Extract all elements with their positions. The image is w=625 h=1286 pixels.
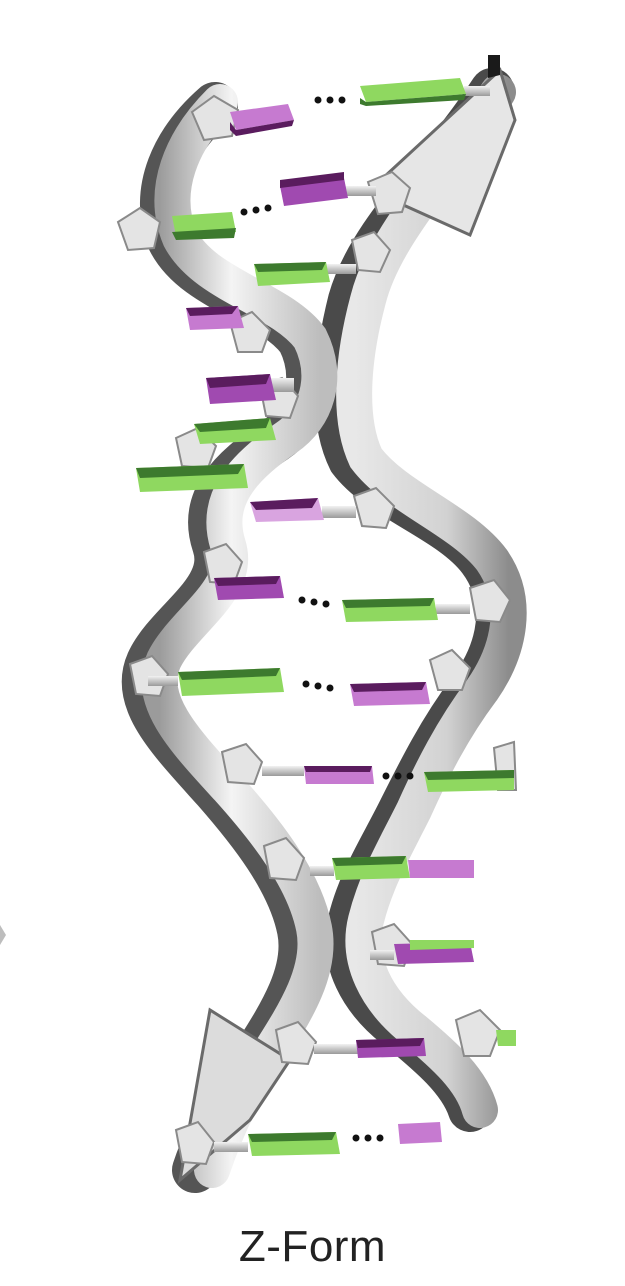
base-slab-purple xyxy=(398,1122,442,1144)
hbond-dots xyxy=(302,680,334,692)
hbond-dots xyxy=(352,1134,384,1142)
base-slab-green xyxy=(496,1030,516,1046)
backbone-front-ribbon xyxy=(141,84,338,1188)
backbone-strand-front xyxy=(121,82,338,1193)
base-slab-purple xyxy=(230,104,294,130)
backbone-strand-back xyxy=(314,55,527,1132)
hbond-dots xyxy=(382,772,414,780)
hbond-dots xyxy=(314,96,346,104)
base-slab-green xyxy=(360,78,466,102)
backbone-back-ribbon xyxy=(336,74,527,1128)
base-slab-purple xyxy=(408,860,474,878)
diagram-label: Z-Form xyxy=(238,1222,387,1271)
hbond-dots xyxy=(298,596,330,608)
connector-rod xyxy=(464,86,490,96)
hbond-dots xyxy=(240,204,272,216)
z-dna-helix-diagram xyxy=(0,55,527,1193)
base-pairs xyxy=(136,78,516,1156)
edge-fragment xyxy=(0,925,6,945)
base-slab-green xyxy=(410,940,474,950)
